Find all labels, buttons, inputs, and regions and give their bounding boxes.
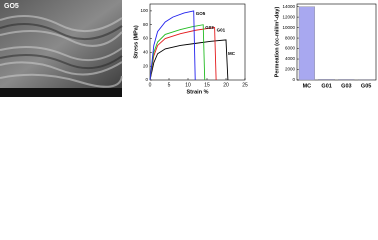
curve-label: G03 xyxy=(205,25,214,30)
y-tick-label: 80 xyxy=(143,22,149,27)
figure: GO5 0 20 40 60 80 100 Stress (MPa) 0 5 10 15 20 25 St… xyxy=(0,0,377,97)
y-tick-label: 2000 xyxy=(285,67,296,72)
bar xyxy=(338,79,355,81)
y-tick-label: 4000 xyxy=(285,56,296,61)
y-axis-label: Stress (MPa) xyxy=(133,25,139,58)
x-axis-label: Strain % xyxy=(186,89,208,95)
bar xyxy=(318,79,335,81)
y-tick-label: 60 xyxy=(143,36,149,41)
y-tick-label: 20 xyxy=(143,63,149,68)
y-tick-label: 8000 xyxy=(285,35,296,40)
curve-label: G01 xyxy=(217,28,226,33)
x-tick-label: G01 xyxy=(321,83,331,89)
y-tick-label: 6000 xyxy=(285,46,296,51)
y-tick-label: 40 xyxy=(143,50,149,55)
sem-image: GO5 xyxy=(0,0,123,97)
x-tick-label: 10 xyxy=(185,82,191,88)
image-label: GO5 xyxy=(4,3,19,10)
x-tick-label: 15 xyxy=(204,82,210,88)
bar xyxy=(298,6,315,81)
y-axis-label: Permeation (cc-mil/m²-day) xyxy=(273,7,280,78)
x-tick-label: 20 xyxy=(223,82,229,88)
y-tick-label: 14000 xyxy=(282,4,295,9)
stress-curve xyxy=(149,10,196,81)
y-tick-label: 10000 xyxy=(282,25,295,30)
x-tick-label: 25 xyxy=(242,82,248,88)
y-tick-label: 12000 xyxy=(282,14,295,19)
bar xyxy=(358,79,375,81)
plot-frame xyxy=(296,3,377,81)
x-tick-label: 0 xyxy=(149,82,152,88)
stress-curve xyxy=(149,24,206,81)
y-tick-label: 0 xyxy=(145,77,148,82)
x-tick-label: MC xyxy=(303,83,312,89)
stress-curve xyxy=(149,39,229,81)
x-tick-label: G05 xyxy=(361,83,371,89)
y-tick-label: 0 xyxy=(292,77,295,82)
curve-label: GO5 xyxy=(196,11,206,16)
x-tick-label: G03 xyxy=(341,83,351,89)
curve-label: MC xyxy=(228,51,236,56)
stress-curve xyxy=(149,26,217,81)
plot-frame xyxy=(149,3,246,81)
y-tick-label: 100 xyxy=(140,8,148,13)
x-tick-label: 5 xyxy=(168,82,171,88)
